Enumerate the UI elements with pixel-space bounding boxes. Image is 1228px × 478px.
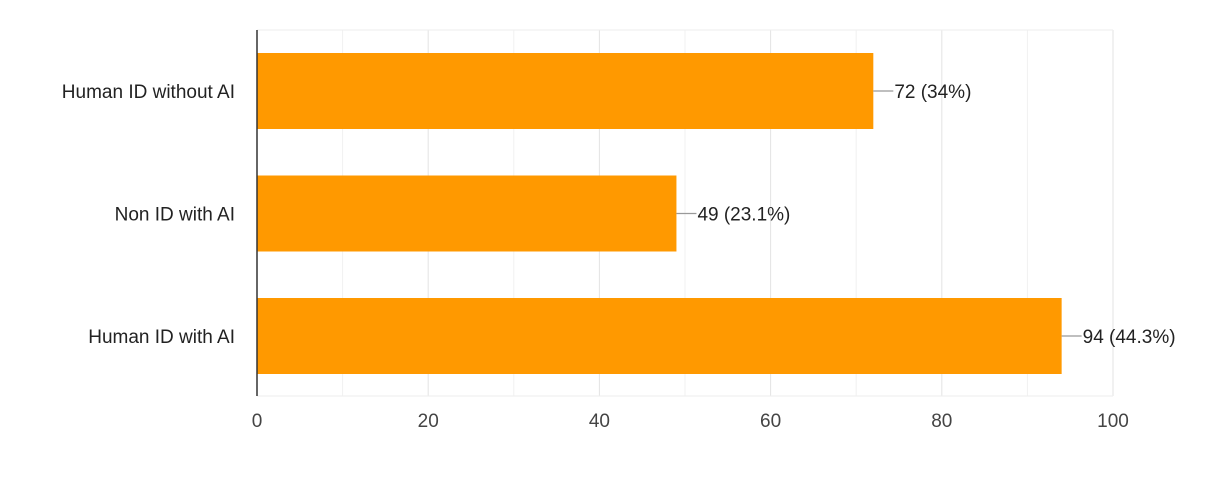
bar-2[interactable] bbox=[257, 175, 677, 252]
category-label: Human ID with AI bbox=[88, 327, 235, 348]
bar-value-label: 49 (23.1%) bbox=[697, 205, 790, 226]
x-tick-label: 100 bbox=[1097, 411, 1129, 432]
x-tick-label: 20 bbox=[418, 411, 439, 432]
bar-layer bbox=[257, 53, 1062, 374]
axis-layer: 0 20 40 60 80 100 bbox=[252, 30, 1129, 432]
x-tick-label: 0 bbox=[252, 411, 263, 432]
bar-value-label: 72 (34%) bbox=[894, 82, 971, 103]
bar-value-label: 94 (44.3%) bbox=[1083, 327, 1176, 348]
x-tick-label: 80 bbox=[931, 411, 952, 432]
x-tick-label: 40 bbox=[589, 411, 610, 432]
category-label: Non ID with AI bbox=[115, 205, 235, 226]
bar-3[interactable] bbox=[257, 298, 1062, 374]
category-label: Human ID without AI bbox=[62, 82, 235, 103]
x-tick-label: 60 bbox=[760, 411, 781, 432]
bar-1[interactable] bbox=[257, 53, 874, 129]
label-layer: 72 (34%) Human ID without AI 49 (23.1%) Non… bbox=[62, 82, 1176, 348]
